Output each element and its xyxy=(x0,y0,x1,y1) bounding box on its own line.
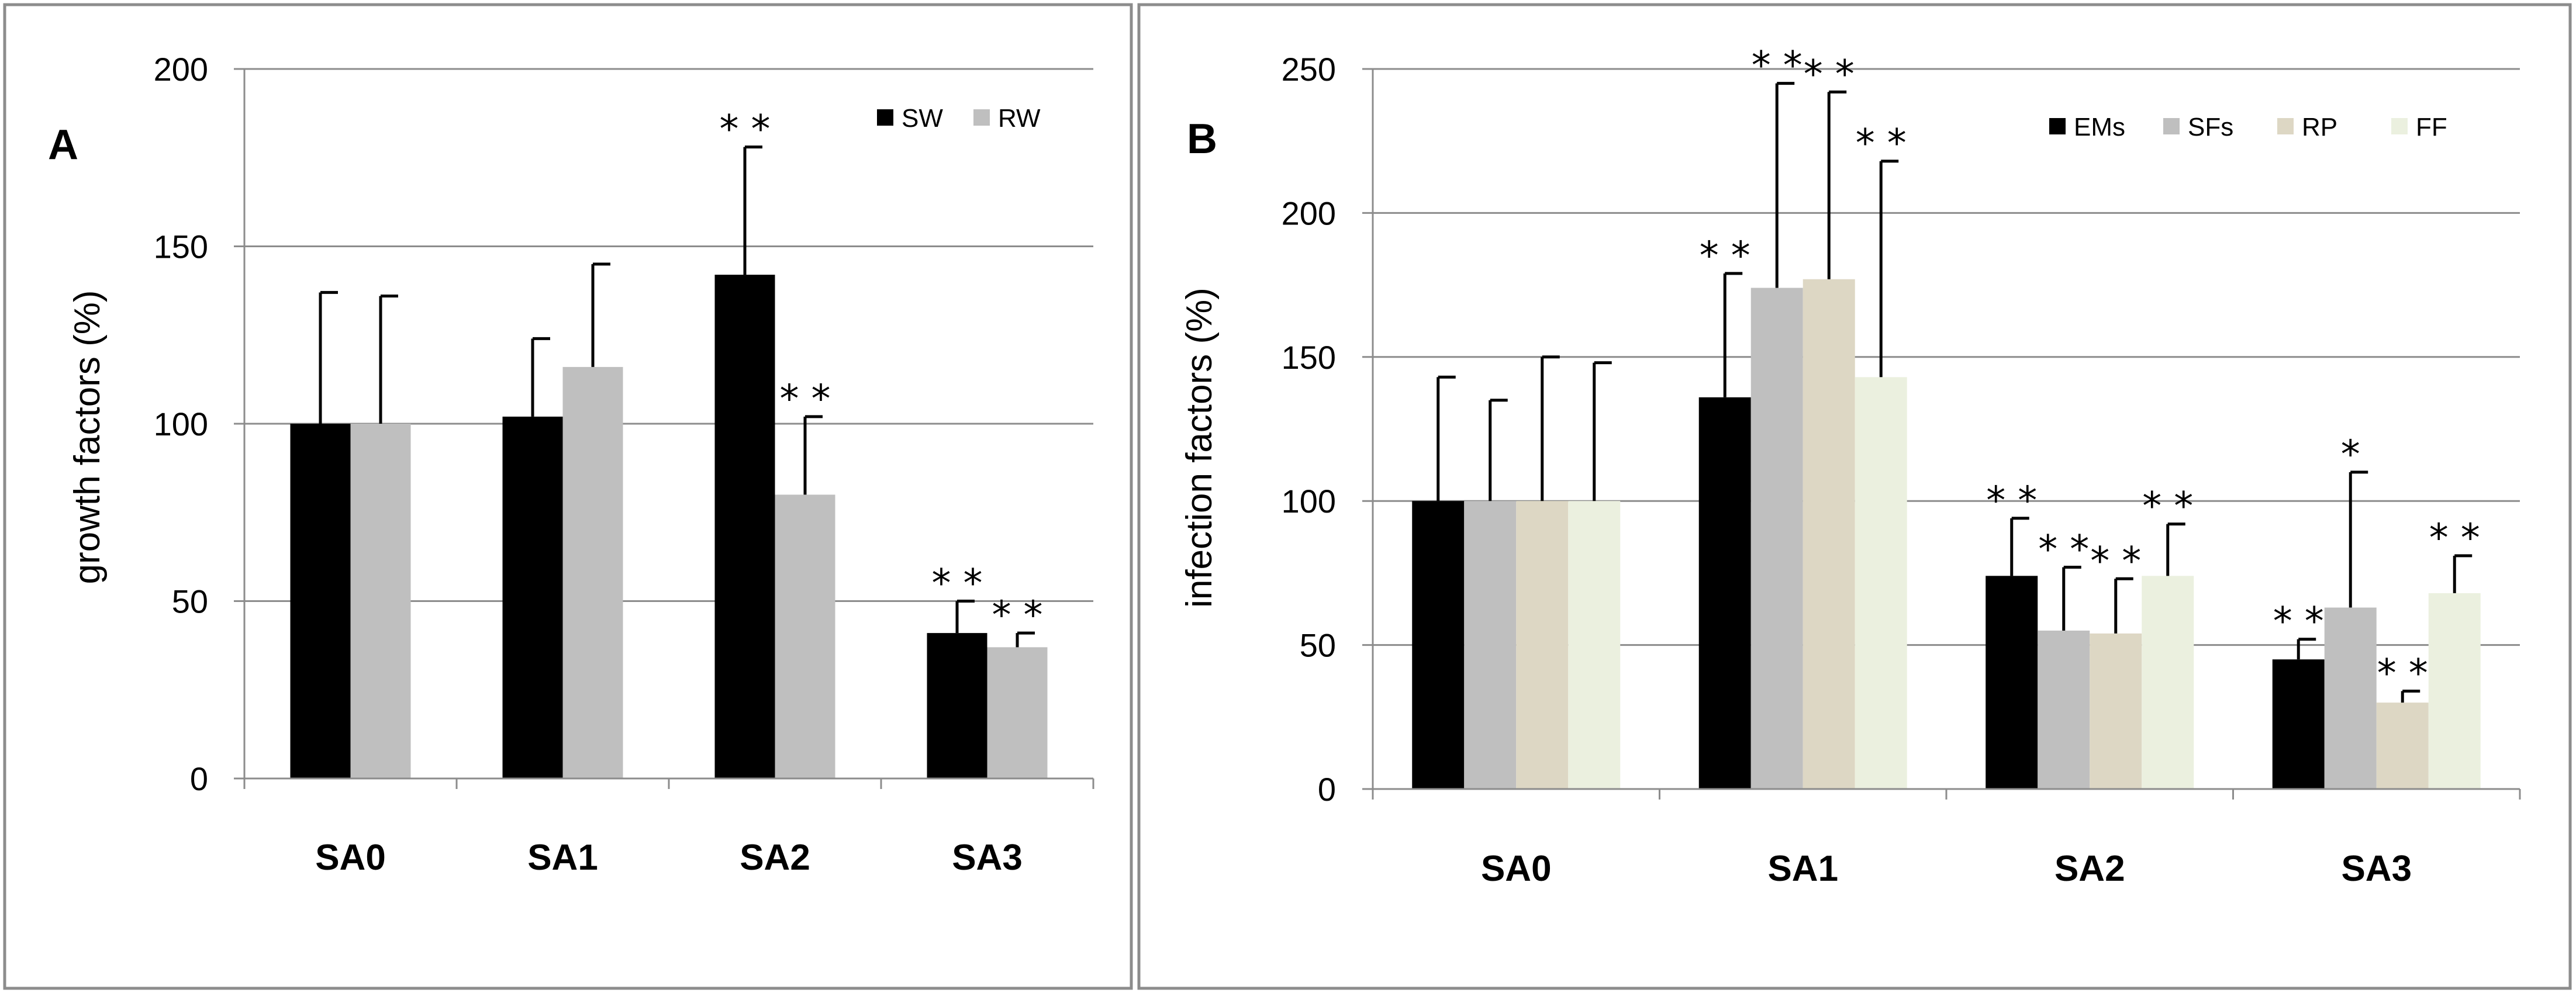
significance-b-ff-sa2: * * xyxy=(2142,484,2193,529)
bar-a-rw-sa0 xyxy=(350,424,411,778)
panel-label-b: B xyxy=(1187,116,1217,162)
legend-label-b-sfs: SFs xyxy=(2188,113,2233,141)
significance-b-ems-sa2: * * xyxy=(1986,478,2037,523)
category-label-a-2: SA2 xyxy=(740,838,810,878)
significance-b-sfs-sa1: * * xyxy=(1752,43,1802,88)
y-tick-label-b-3: 150 xyxy=(1282,339,1336,376)
bar-b-sfs-sa0 xyxy=(1464,501,1517,789)
panel-label-a: A xyxy=(48,122,78,168)
significance-b-ems-sa1: * * xyxy=(1700,233,1750,278)
bar-b-ff-sa3 xyxy=(2428,593,2481,789)
y-tick-label-b-2: 100 xyxy=(1282,483,1336,520)
bar-a-rw-sa1 xyxy=(562,366,623,778)
bar-a-sw-sa3 xyxy=(927,633,987,778)
significance-b-rp-sa2: * * xyxy=(2090,538,2141,583)
significance-a-rw-sa2: * * xyxy=(780,376,831,421)
y-tick-label-a-4: 200 xyxy=(154,51,208,88)
category-label-b-1: SA1 xyxy=(1767,849,1838,889)
category-label-b-2: SA2 xyxy=(2054,849,2125,889)
y-tick-label-b-4: 200 xyxy=(1282,195,1336,231)
category-label-a-3: SA3 xyxy=(952,838,1023,878)
bar-a-sw-sa0 xyxy=(290,424,351,778)
legend-label-b-ff: FF xyxy=(2416,113,2447,141)
bar-b-sfs-sa2 xyxy=(2038,630,2090,789)
bar-b-sfs-sa3 xyxy=(2324,607,2377,789)
legend-swatch-b-ems xyxy=(2049,118,2066,134)
y-tick-label-b-1: 50 xyxy=(1300,627,1336,664)
chart-a: A growth factors (%) * ** ** ** * 050100… xyxy=(48,51,1094,878)
bar-b-ff-sa2 xyxy=(2142,576,2194,789)
bar-a-rw-sa2 xyxy=(775,494,835,778)
bar-b-ems-sa2 xyxy=(1985,576,2038,789)
bar-b-ff-sa0 xyxy=(1568,501,1621,789)
y-axis-label-b: infection factors (%) xyxy=(1179,288,1220,608)
significance-b-rp-sa1: * * xyxy=(1804,51,1855,96)
category-label-b-0: SA0 xyxy=(1481,849,1552,889)
bar-b-rp-sa2 xyxy=(2090,633,2142,789)
bar-b-ems-sa3 xyxy=(2272,659,2325,789)
significance-b-ff-sa1: * * xyxy=(1856,121,1907,166)
significance-b-ff-sa3: * * xyxy=(2429,515,2480,560)
y-tick-label-b-5: 250 xyxy=(1282,51,1336,88)
legend-label-b-rp: RP xyxy=(2302,113,2337,141)
legend-swatch-b-sfs xyxy=(2163,118,2180,134)
bar-a-sw-sa2 xyxy=(714,275,775,778)
y-axis-label-a: growth factors (%) xyxy=(67,290,108,584)
significance-b-sfs-sa3: * xyxy=(2341,432,2360,477)
y-tick-label-a-3: 150 xyxy=(154,229,208,265)
legend-swatch-a-rw xyxy=(973,109,990,126)
bar-b-rp-sa0 xyxy=(1516,501,1569,789)
y-tick-label-b-0: 0 xyxy=(1318,771,1336,808)
bar-a-sw-sa1 xyxy=(502,416,563,778)
bar-b-rp-sa1 xyxy=(1802,279,1855,789)
y-tick-label-a-2: 100 xyxy=(154,406,208,442)
legend-label-a-rw: RW xyxy=(998,104,1041,133)
significance-b-sfs-sa2: * * xyxy=(2038,527,2089,572)
significance-b-ems-sa3: * * xyxy=(2273,599,2324,644)
category-label-a-1: SA1 xyxy=(527,838,598,878)
category-label-a-0: SA0 xyxy=(315,838,386,878)
bar-a-rw-sa3 xyxy=(987,647,1048,778)
y-tick-label-a-1: 50 xyxy=(172,583,208,620)
legend-label-b-ems: EMs xyxy=(2074,113,2125,141)
bar-b-ff-sa1 xyxy=(1855,377,1907,789)
legend-swatch-b-ff xyxy=(2391,118,2408,134)
legend-swatch-a-sw xyxy=(877,109,893,126)
legend-swatch-b-rp xyxy=(2277,118,2294,134)
bar-b-rp-sa3 xyxy=(2376,703,2429,789)
chart-b: B infection factors (%) * ** * * ** ** **… xyxy=(1179,43,2521,889)
bar-b-ems-sa1 xyxy=(1698,397,1751,789)
significance-a-sw-sa2: * * xyxy=(720,107,771,152)
significance-a-rw-sa3: * * xyxy=(992,593,1043,638)
significance-b-rp-sa3: * * xyxy=(2377,650,2428,695)
y-tick-label-a-0: 0 xyxy=(190,760,208,797)
bar-b-sfs-sa1 xyxy=(1750,288,1803,789)
bar-b-ems-sa0 xyxy=(1412,501,1465,789)
significance-a-sw-sa3: * * xyxy=(932,561,983,606)
category-label-b-3: SA3 xyxy=(2341,849,2412,889)
legend-label-a-sw: SW xyxy=(902,104,943,133)
